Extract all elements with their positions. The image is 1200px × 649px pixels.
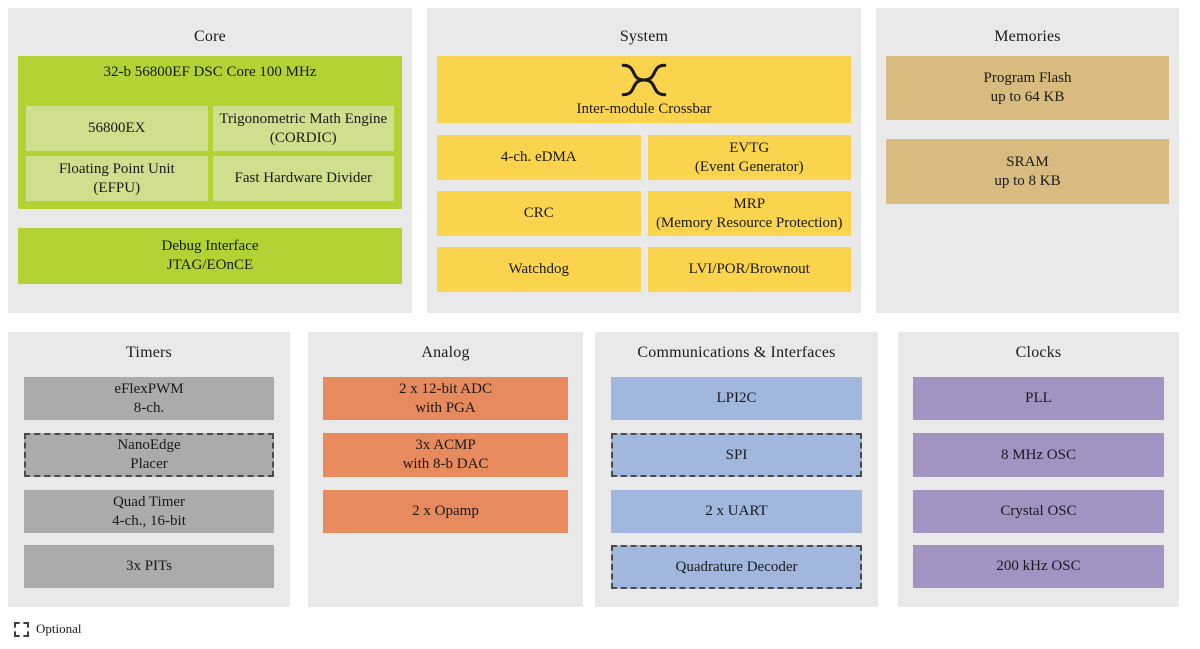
legend: Optional [14,621,82,637]
block-line: Inter-module Crossbar [576,101,712,117]
block-lpi2c: LPI2C [611,377,862,420]
dsc-core-heading: 32-b 56800EF DSC Core 100 MHz [18,56,402,82]
panel-title-timers: Timers [126,344,172,361]
block-line: (EFPU) [93,179,141,196]
block-watchdog: Watchdog [437,247,641,292]
block-crc: CRC [437,191,641,236]
block-fast-hardware-divider: Fast Hardware Divider [212,156,394,201]
block-line: NanoEdge [117,437,181,453]
block-line: 8 MHz OSC [1000,446,1076,463]
block-quad-timer: Quad Timer 4-ch., 16-bit [24,490,274,533]
block-line: 3x ACMP [415,437,476,453]
core-sub-grid: 56800EX Trigonometric Math Engine (CORDI… [26,106,394,201]
system-grid: 4-ch. eDMA EVTG (Event Generator) CRC MR… [437,135,851,292]
clocks-panel: Clocks PLL 8 MHz OSC Crystal OSC 200 kHz… [898,332,1179,607]
block-line: Program Flash [983,70,1072,86]
block-line: (CORDIC) [269,129,337,146]
crossbar-icon [615,61,673,100]
block-quadrature-decoder: Quadrature Decoder [611,545,862,589]
block-line: Watchdog [508,261,569,277]
block-line: eFlexPWM [114,380,184,397]
block-line: 2 x UART [705,503,768,519]
block-line: LPI2C [716,390,757,406]
block-line: 2 x Opamp [412,503,479,519]
block-line: 56800EX [88,120,146,136]
panel-title-analog: Analog [421,344,470,361]
legend-label: Optional [36,621,82,636]
block-line: 200 kHz OSC [996,558,1081,574]
panel-title-comms: Communications & Interfaces [637,344,836,361]
block-line: SPI [725,446,748,463]
block-line: (Memory Resource Protection) [655,214,843,231]
block-uart: 2 x UART [611,490,862,533]
block-opamp: 2 x Opamp [323,490,568,533]
dsc-core-block: 32-b 56800EF DSC Core 100 MHz 56800EX Tr… [18,56,402,209]
block-nanoedge-placer: NanoEdge Placer [24,433,274,477]
block-line: Trigonometric Math Engine [219,110,388,127]
block-inter-module-crossbar: Inter-module Crossbar [437,56,851,123]
block-line: Placer [130,456,168,472]
core-panel: Core 32-b 56800EF DSC Core 100 MHz 56800… [8,8,412,313]
block-acmp: 3x ACMP with 8-b DAC [323,433,568,477]
block-line: JTAG/EOnCE [166,257,254,273]
block-line: MRP [733,195,766,212]
block-sram: SRAM up to 8 KB [886,139,1169,204]
block-line: with 8-b DAC [402,456,489,472]
block-line: Fast Hardware Divider [234,170,372,186]
block-pits: 3x PITs [24,545,274,588]
block-crystal-osc: Crystal OSC [913,490,1164,533]
comms-panel: Communications & Interfaces LPI2C SPI 2 … [595,332,878,607]
panel-title-memories: Memories [994,28,1061,45]
block-line: Quad Timer [112,493,186,510]
block-line: 8-ch. [133,399,165,416]
block-line: (Event Generator) [694,158,804,175]
analog-panel: Analog 2 x 12-bit ADC with PGA 3x ACMP w… [308,332,583,607]
panel-title-core: Core [194,28,226,45]
block-line: 3x PITs [125,558,173,574]
block-edma: 4-ch. eDMA [437,135,641,180]
block-pll: PLL [913,377,1164,420]
block-line: 4-ch., 16-bit [112,512,186,529]
panel-title-clocks: Clocks [1015,344,1062,361]
optional-dashed-box-icon [14,621,29,637]
block-trig-math-engine: Trigonometric Math Engine (CORDIC) [212,106,394,151]
block-line: SRAM [1006,153,1049,170]
block-line: with PGA [415,399,476,416]
block-56800ex: 56800EX [26,106,208,151]
block-line: Debug Interface [161,238,259,254]
block-line: up to 64 KB [990,89,1065,105]
block-line: PLL [1025,390,1052,406]
block-200khz-osc: 200 kHz OSC [913,545,1164,588]
block-line: LVI/POR/Brownout [688,261,810,277]
system-panel: System Inter-module Crossbar 4-ch. eDMA … [427,8,861,313]
panel-title-system: System [619,28,669,45]
block-line: 4-ch. eDMA [500,149,577,165]
memories-panel: Memories Program Flash up to 64 KB SRAM … [876,8,1179,313]
block-line: EVTG [729,139,770,156]
block-line: Quadrature Decoder [675,558,798,575]
block-mrp: MRP (Memory Resource Protection) [647,191,851,236]
block-floating-point-unit: Floating Point Unit (EFPU) [26,156,208,201]
block-eflexpwm: eFlexPWM 8-ch. [24,377,274,420]
block-line: CRC [523,205,554,221]
block-8mhz-osc: 8 MHz OSC [913,433,1164,477]
block-line: Floating Point Unit [58,160,175,177]
block-evtg: EVTG (Event Generator) [647,135,851,180]
block-line: 100 MHz [259,64,317,80]
block-line: up to 8 KB [994,172,1061,189]
block-line: Crystal OSC [1000,503,1077,519]
block-line: 32-b 56800EF DSC Core [103,64,256,80]
timers-panel: Timers eFlexPWM 8-ch. NanoEdge Placer Qu… [8,332,290,607]
block-spi: SPI [611,433,862,477]
block-adc: 2 x 12-bit ADC with PGA [323,377,568,420]
block-lvi-por-brownout: LVI/POR/Brownout [647,247,851,292]
block-debug-interface: Debug Interface JTAG/EOnCE [18,228,402,284]
block-line: 2 x 12-bit ADC [399,380,492,397]
block-program-flash: Program Flash up to 64 KB [886,56,1169,120]
